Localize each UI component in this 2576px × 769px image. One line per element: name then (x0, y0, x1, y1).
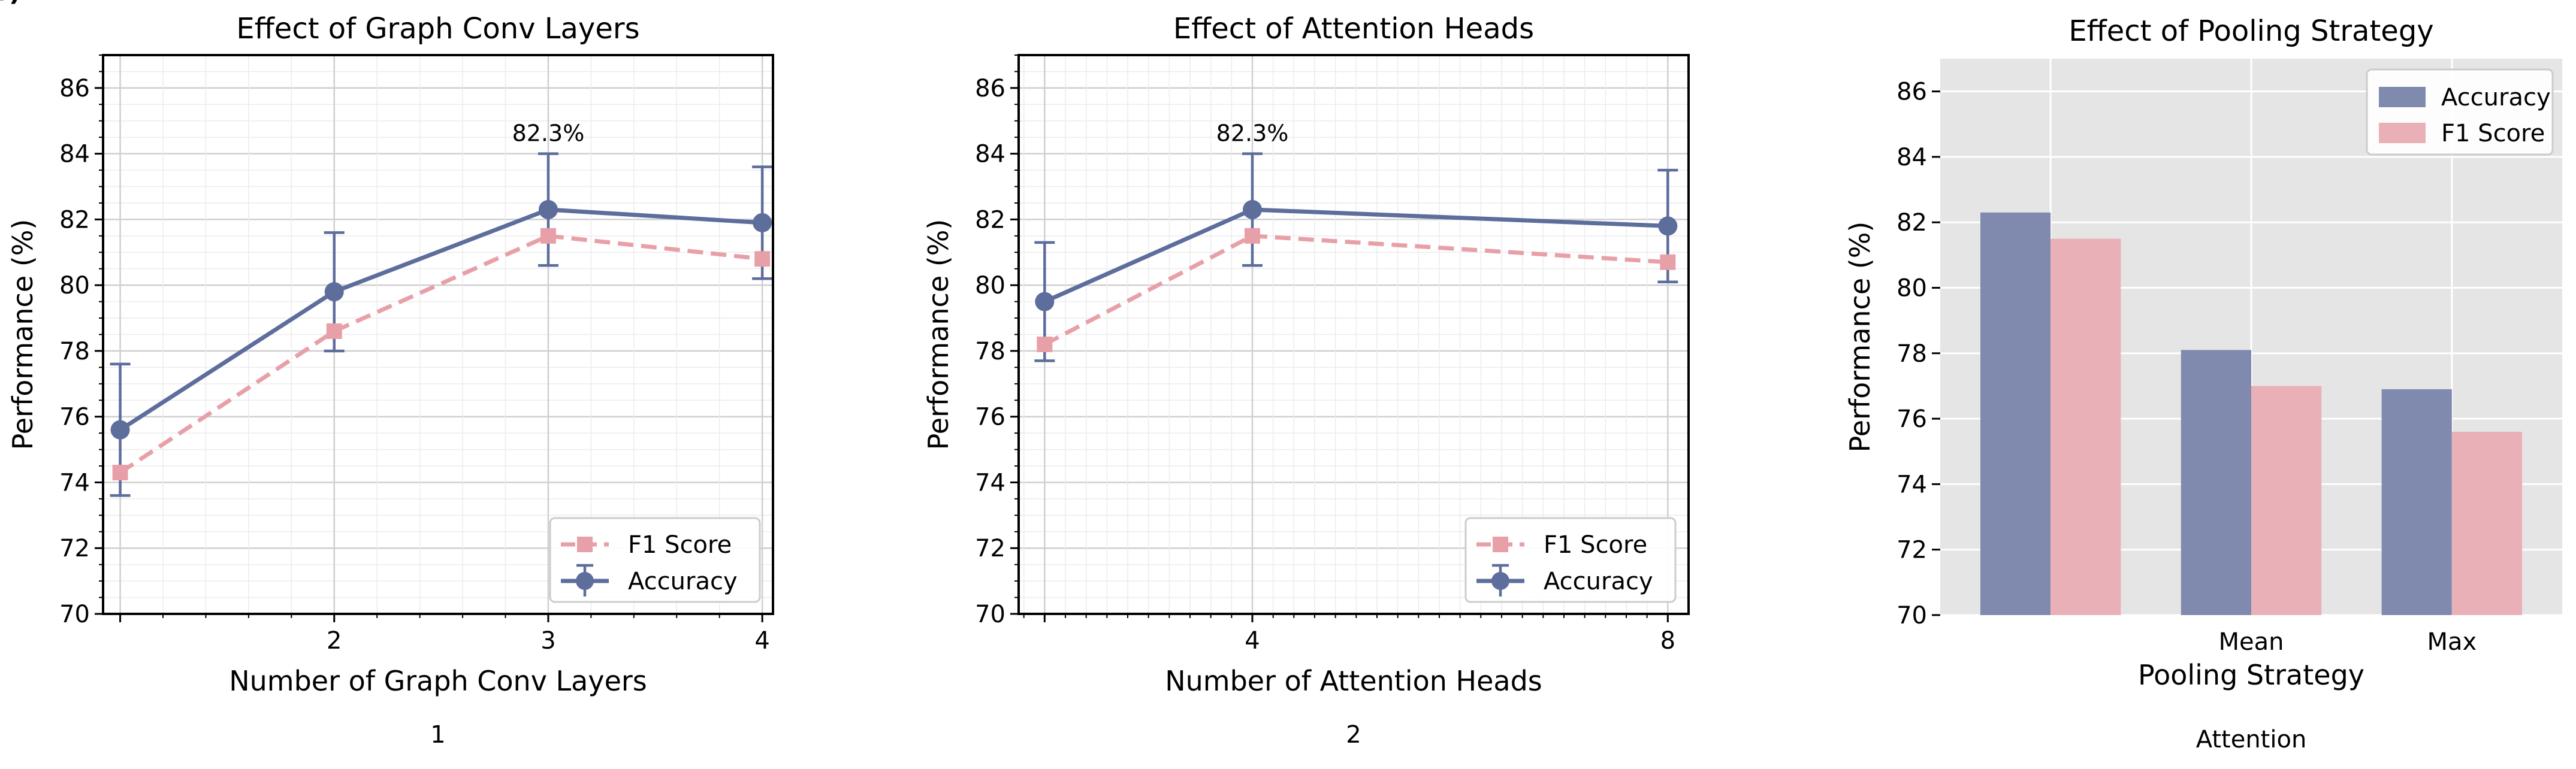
y-tick-label: 76 (975, 404, 1005, 431)
x-tick-label: Attention (2196, 726, 2307, 753)
y-tick-label: 84 (59, 141, 90, 168)
y-tick-label: 82 (975, 206, 1005, 234)
panel-b-ylabel: Performance (%) (922, 219, 955, 450)
x-tick-label: Max (2427, 628, 2477, 656)
panel-b-title: Effect of Attention Heads (1173, 12, 1534, 46)
x-tick-label: 4 (1245, 627, 1260, 655)
f1-point (540, 228, 556, 244)
y-tick-label: 74 (975, 469, 1005, 496)
legend-f1-label: F1 Score (628, 531, 732, 559)
accuracy-bar (2181, 350, 2251, 615)
panel-c-label: (c) (0, 0, 21, 8)
y-tick-label: 82 (1896, 209, 1927, 237)
panel-b-xlabel: Number of Attention Heads (1165, 665, 1542, 697)
y-tick-label: 78 (59, 338, 90, 365)
f1-bar (2050, 238, 2121, 615)
accuracy-point (753, 213, 772, 232)
y-tick-label: 78 (1896, 340, 1927, 368)
f1-point (112, 465, 128, 481)
panel-a-legend: F1 Score Accuracy (549, 517, 761, 603)
f1-bar (2451, 431, 2523, 615)
y-tick-label: 80 (975, 272, 1005, 299)
f1-point (1660, 254, 1676, 270)
accuracy-point (324, 282, 344, 302)
legend-accuracy-marker (576, 572, 594, 590)
panel-a-xlabel: Number of Graph Conv Layers (229, 665, 647, 697)
f1-point (754, 251, 771, 267)
y-tick-label: 74 (59, 469, 90, 496)
y-tick-label: 70 (1896, 602, 1927, 629)
panel-a-annotation: 82.3% (512, 120, 585, 147)
f1-point (1245, 228, 1260, 244)
legend-accuracy-swatch (2379, 87, 2426, 107)
accuracy-point (1658, 216, 1678, 236)
panel-c-xlabel: Pooling Strategy (2138, 659, 2364, 691)
y-tick-label: 76 (1896, 405, 1927, 433)
y-tick-label: 86 (1896, 78, 1927, 106)
legend-accuracy-label: Accuracy (628, 568, 738, 595)
accuracy-point (538, 199, 558, 219)
legend-accuracy-label: Accuracy (2441, 84, 2551, 111)
y-tick-label: 70 (975, 601, 1005, 628)
panel-a-label: (a) (0, 0, 22, 8)
y-tick-label: 70 (59, 601, 90, 628)
x-tick-label: Mean (2219, 628, 2284, 656)
accuracy-bar (1980, 212, 2051, 615)
x-tick-label: 2 (1346, 721, 1361, 749)
y-tick-label: 84 (975, 141, 1005, 168)
y-tick-label: 82 (59, 206, 90, 234)
x-tick-label: 2 (327, 627, 342, 655)
accuracy-point (1243, 199, 1262, 219)
legend-f1-label: F1 Score (1544, 531, 1647, 559)
accuracy-point (1035, 292, 1055, 311)
legend-accuracy-marker (1491, 572, 1509, 590)
y-tick-label: 86 (975, 75, 1005, 102)
y-tick-label: 72 (1896, 537, 1927, 564)
accuracy-bar (2381, 389, 2452, 615)
y-tick-label: 84 (1896, 144, 1927, 171)
panel-a-ylabel: Performance (%) (7, 219, 39, 450)
panel-b-legend: F1 Score Accuracy (1464, 517, 1677, 603)
y-tick-label: 72 (975, 535, 1005, 562)
accuracy-series-line (119, 207, 763, 432)
panel-a-title: Effect of Graph Conv Layers (236, 12, 639, 46)
f1-bar (2251, 386, 2322, 615)
legend-f1-swatch (2379, 123, 2426, 143)
panel-c-ylabel: Performance (%) (1844, 222, 1876, 453)
legend-accuracy-label: Accuracy (1544, 568, 1653, 595)
f1-point (1037, 336, 1053, 352)
x-tick-label: 4 (754, 627, 769, 655)
panel-b-label: (b) (0, 0, 22, 8)
y-tick-label: 80 (59, 272, 90, 299)
panel-b-annotation: 82.3% (1216, 120, 1289, 147)
y-tick-label: 76 (59, 404, 90, 431)
panel-a-chart: 1 2 3 4 70 72 74 76 78 80 82 84 86 Effect of Graph C… (0, 0, 774, 749)
panel-c-legend: Accuracy F1 Score (2366, 68, 2554, 156)
accuracy-point (110, 420, 130, 440)
panel-c-title: Effect of Pooling Strategy (2068, 14, 2433, 48)
legend-f1-label: F1 Score (2441, 120, 2545, 147)
y-tick-label: 72 (59, 535, 90, 562)
legend-f1-marker (1493, 537, 1508, 552)
x-tick-label: 8 (1660, 627, 1675, 655)
y-tick-label: 74 (1896, 471, 1927, 498)
legend-f1-marker (577, 537, 593, 552)
panel-b-chart: 2 4 8 70 72 74 76 78 80 82 84 86 Effect of Attentio… (0, 0, 1690, 749)
y-tick-label: 86 (59, 75, 90, 102)
y-tick-label: 80 (1896, 275, 1927, 302)
f1-point (326, 323, 342, 340)
f1-series-line (119, 234, 763, 474)
x-tick-label: 1 (430, 721, 445, 749)
x-tick-label: 3 (540, 627, 555, 655)
y-tick-label: 78 (975, 338, 1005, 365)
